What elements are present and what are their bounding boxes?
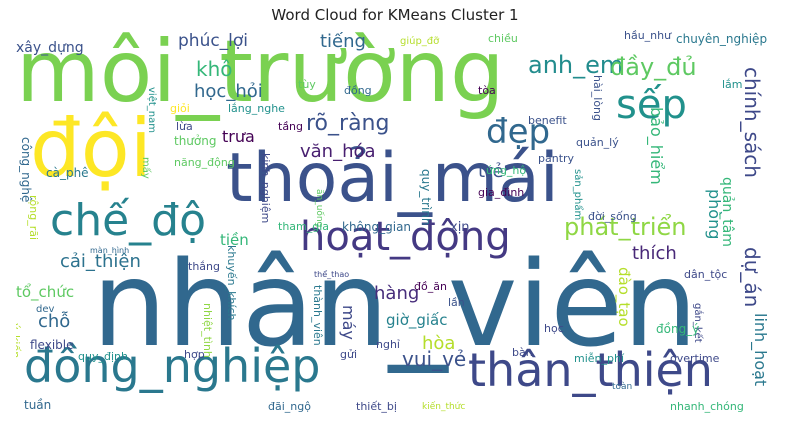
word-51: benefit [528,114,567,127]
word-38: xây_dựng [16,40,84,56]
word-75: thể_thao [314,270,350,279]
word-76: dân_tộc [684,268,728,281]
word-6: thân_thiện [468,343,713,397]
word-97: kiến_thức [422,402,466,412]
word-44: lắm [722,78,743,91]
word-79: lần [448,296,465,309]
word-70: không_gian [342,220,412,234]
word-43: hài_lòng [591,75,604,122]
word-0: môi_trường [16,27,505,122]
word-34: đào_tạo [615,267,633,327]
word-39: chuyên_nghiệp [676,32,768,46]
word-42: hầu_như [624,29,672,42]
word-4: chế_độ [50,195,206,246]
word-7: hoạt_động [300,214,511,260]
word-93: overtime [670,352,720,365]
word-71: xịn [450,220,470,235]
word-66: pantry [538,152,575,165]
word-27: thích [632,243,677,264]
word-30: hàng [374,283,420,304]
word-78: thành_viên [311,285,324,346]
word-86: học [544,322,564,335]
word-91: bàn [512,346,533,359]
word-84: flexible [30,338,74,352]
word-67: đời_sống [588,210,637,223]
word-56: thưởng [174,134,217,148]
word-61: kinh_nghiệm [259,153,272,224]
word-85: đồng_ý [656,322,700,336]
word-48: đồng [344,84,372,97]
word-21: học_hỏi [194,81,263,102]
word-59: công_nghệ [19,137,33,203]
word-20: khô [196,57,233,81]
word-69: tham_gia [278,220,330,233]
word-11: chính_sách [740,67,764,178]
word-40: giúp_đỡ [400,36,440,47]
word-72: màn_hình [90,246,130,255]
word-32: tổ_chức [16,283,75,301]
word-98: toàn [612,382,633,392]
word-73: thắng [188,260,220,273]
word-50: quản_lý [576,136,619,149]
word-18: cải_thiện [60,251,141,272]
word-26: quản_tâm [719,177,735,247]
word-35: giờ_giấc [386,311,448,329]
word-3: đội [30,102,152,195]
word-8: sếp [616,82,687,128]
word-1: nhân_viên [92,235,698,373]
word-49: tòa [478,84,496,97]
word-46: lắng_nghe [228,102,285,115]
word-87: quy_định [78,350,128,363]
word-5: đồng_nghiệp [24,339,321,393]
word-23: bảo_hiểm [647,107,666,185]
word-12: phát_triển [564,213,687,241]
word-64: ứng_hộ [486,164,527,177]
word-62: quy_trình [419,169,433,226]
word-17: vui_vẻ [402,347,467,371]
word-13: anh_em [528,51,624,79]
word-47: tùy [298,78,316,91]
word-92: miễn_phí [574,352,625,365]
word-45: việt_nam [146,87,157,133]
word-54: mấy [140,157,151,179]
word-16: văn_hóa [300,141,376,162]
word-53: giỏi [170,102,190,115]
word-52: tầng [278,120,304,133]
word-96: thiết_bị [356,400,397,413]
word-57: cà_phê [46,166,89,180]
word-15: rõ_ràng [306,111,390,136]
word-83: ý_kiến [16,323,22,359]
word-65: sản_phẩm [572,169,583,221]
word-9: đẹp [486,112,551,152]
word-37: tiền [220,231,249,249]
word-95: đãi_ngộ [268,400,311,413]
word-77: đồ_ăn [414,280,447,293]
word-88: hợp [184,348,205,361]
word-89: gửi [340,348,358,361]
word-68: gia_đình [478,186,525,199]
word-36: hòa [422,333,456,354]
word-31: máy [339,305,358,340]
word-99: nhanh_chóng [670,400,744,413]
word-29: trẻ [478,161,504,182]
word-10: dự_án [740,247,764,308]
word-2: thoải_mái [226,139,559,218]
word-33: chỗ [38,311,71,332]
chart-title: Word Cloud for KMeans Cluster 1 [271,6,519,24]
word-14: đầy_đủ [610,53,697,81]
word-80: dev [36,304,55,315]
word-28: trưa [222,127,255,146]
word-22: phúc_lợi [178,31,249,51]
word-60: năng_động [174,156,235,169]
word-55: lừa [176,120,193,133]
word-24: linh_hoạt [751,313,770,387]
word-cloud: môi_trường nhân_viên thoải_mái đội chế_độ đồn… [16,27,774,413]
word-74: khuyến_khích [225,245,238,321]
word-19: tiếng [320,31,366,52]
word-41: chiều [488,32,518,45]
word-94: tuần [24,398,52,412]
word-90: nghỉ [376,338,400,351]
